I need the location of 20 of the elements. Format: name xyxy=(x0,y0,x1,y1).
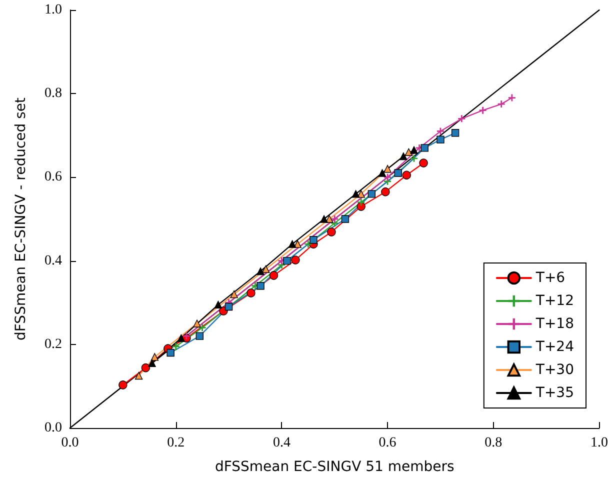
x-tick-label: 0.8 xyxy=(484,436,502,450)
legend-label: T+30 xyxy=(534,362,574,378)
x-axis-title: dFSSmean EC-SINGV 51 members xyxy=(214,459,454,475)
x-tick-label: 1.0 xyxy=(590,436,608,450)
x-tick-label: 0.2 xyxy=(167,436,185,450)
y-tick-label: 0.8 xyxy=(44,86,62,102)
x-tick-label: 0.6 xyxy=(378,436,396,450)
x-tick-label: 0.4 xyxy=(272,436,290,450)
y-tick-label: 0.6 xyxy=(44,170,62,185)
y-tick-label: 0.2 xyxy=(44,336,62,352)
x-tick-label: 0.0 xyxy=(61,436,79,450)
legend-label: T+6 xyxy=(534,270,566,286)
y-tick-label: 0.0 xyxy=(44,420,62,436)
legend-label: T+24 xyxy=(534,339,574,355)
y-tick-label: 1.0 xyxy=(44,2,62,18)
legend-label: T+18 xyxy=(534,316,574,332)
y-axis-title: dFSSmean EC-SINGV - reduced set xyxy=(13,96,29,341)
legend-label: T+12 xyxy=(534,293,574,309)
legend-label: T+35 xyxy=(534,385,574,401)
y-tick-label: 0.4 xyxy=(44,253,62,268)
